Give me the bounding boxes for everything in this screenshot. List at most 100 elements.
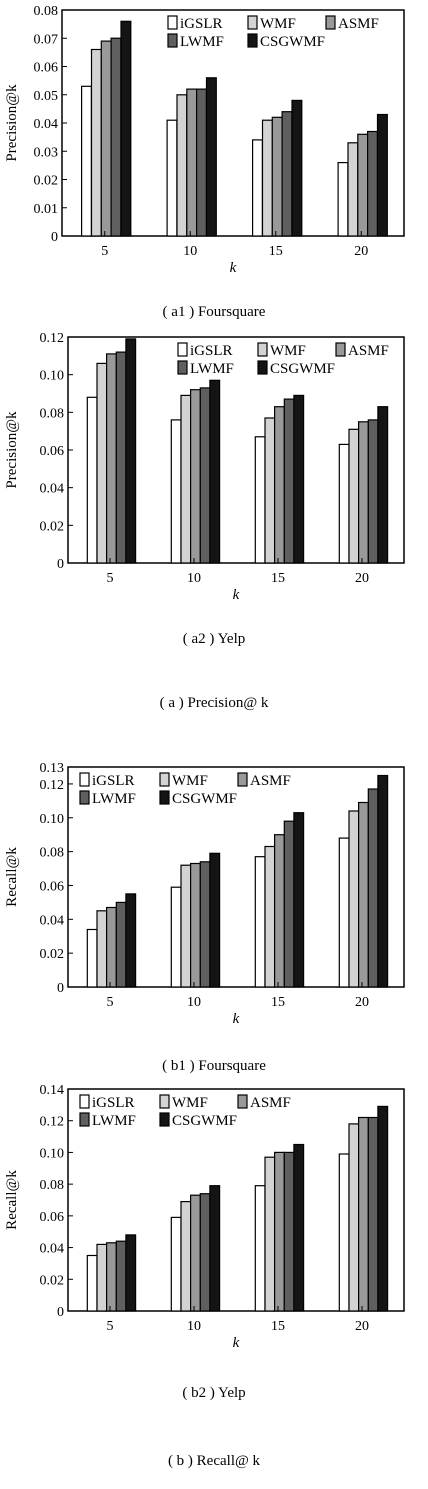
bar-igslr-k5	[86, 396, 98, 564]
y-tick-label: 0.02	[34, 174, 59, 189]
y-tick-label: 0.08	[40, 846, 65, 861]
legend-swatch-lwmf	[79, 1112, 90, 1127]
y-tick-label: 0.12	[40, 778, 65, 793]
bar-csgwmf-k15	[293, 1143, 305, 1312]
bar-wmf-k10	[180, 394, 192, 564]
legend-label-asmf: ASMF	[348, 343, 389, 359]
bar-wmf-k5	[96, 910, 108, 988]
bar-igslr-k10	[170, 886, 182, 988]
bar-lwmf-k15	[283, 1151, 295, 1312]
legend-label-lwmf: LWMF	[92, 1113, 136, 1129]
bar-csgwmf-k15	[293, 394, 305, 564]
bar-igslr-k10	[170, 419, 182, 564]
legend-label-asmf: ASMF	[338, 16, 379, 32]
x-tick-label: 10	[187, 571, 201, 586]
legend-label-igslr: iGSLR	[92, 773, 135, 789]
bar-igslr-k5	[86, 1254, 98, 1312]
legend-label-wmf: WMF	[172, 1095, 208, 1111]
y-tick-label: 0.13	[40, 761, 65, 776]
bar-asmf-k20	[358, 801, 369, 988]
y-tick-label: 0.08	[34, 4, 59, 19]
bar-asmf-k5	[105, 906, 117, 988]
bar-csgwmf-k15	[291, 99, 303, 237]
legend-swatch-wmf	[247, 15, 258, 30]
bar-asmf-k10	[190, 389, 201, 564]
bar-lwmf-k5	[110, 37, 122, 237]
y-tick-label: 0.12	[40, 331, 65, 346]
bar-csgwmf-k20	[376, 113, 388, 237]
legend-label-lwmf: LWMF	[180, 34, 224, 50]
legend-label-csgwmf: CSGWMF	[172, 791, 237, 807]
x-tick-label: 10	[183, 244, 197, 259]
bar-csgwmf-k10	[209, 852, 221, 988]
caption-group-b: ( b ) Recall@ k	[167, 1453, 261, 1469]
bar-lwmf-k15	[283, 398, 295, 564]
bar-asmf-k20	[357, 133, 369, 237]
legend-swatch-igslr	[79, 772, 90, 787]
y-tick-label: 0.06	[34, 61, 59, 76]
x-tick-label: 15	[271, 1319, 285, 1334]
y-tick-label: 0.06	[40, 444, 65, 459]
bar-lwmf-k20	[367, 1116, 379, 1312]
bar-wmf-k20	[348, 810, 360, 988]
bar-igslr-k5	[86, 928, 98, 988]
x-axis-label: k	[233, 587, 240, 603]
bar-asmf-k5	[105, 1242, 117, 1312]
bar-wmf-k15	[264, 845, 276, 988]
y-tick-label: 0.02	[40, 519, 65, 534]
bar-asmf-k5	[100, 40, 112, 237]
legend-label-csgwmf: CSGWMF	[270, 361, 335, 377]
legend-swatch-igslr	[79, 1094, 90, 1109]
bar-wmf-k20	[348, 1123, 360, 1312]
x-tick-label: 20	[355, 1319, 369, 1334]
bar-lwmf-k5	[115, 1240, 127, 1312]
bar-csgwmf-k10	[209, 379, 221, 564]
y-tick-label: 0.04	[40, 913, 65, 928]
bar-igslr-k20	[338, 837, 350, 988]
legend-swatch-asmf	[237, 772, 248, 787]
bar-lwmf-k20	[367, 788, 379, 988]
legend-swatch-wmf	[159, 1094, 170, 1109]
legend-swatch-wmf	[159, 772, 170, 787]
y-axis-label: Precision@k	[4, 411, 20, 489]
legend-label-lwmf: LWMF	[190, 361, 234, 377]
bar-wmf-k10	[180, 864, 192, 988]
legend: iGSLR WMF ASMF LWMF CSGWMF	[167, 15, 379, 50]
bar-asmf-k10	[190, 1194, 201, 1312]
bar-wmf-k10	[180, 1200, 192, 1312]
legend: iGSLR WMF ASMF LWMF CSGWMF	[79, 772, 291, 807]
legend-label-wmf: WMF	[172, 773, 208, 789]
bar-csgwmf-k5	[125, 338, 137, 564]
legend-label-asmf: ASMF	[250, 1095, 291, 1111]
y-tick-label: 0.05	[34, 89, 59, 104]
bar-lwmf-k10	[199, 1193, 211, 1312]
bar-lwmf-k20	[367, 130, 379, 237]
bar-asmf-k10	[186, 88, 198, 237]
legend: iGSLR WMF ASMF LWMF CSGWMF	[177, 342, 389, 377]
bar-csgwmf-k10	[209, 1185, 221, 1312]
x-axis-label: k	[233, 1011, 240, 1027]
legend-swatch-lwmf	[177, 360, 188, 375]
bar-igslr-k10	[170, 1216, 182, 1312]
bar-lwmf-k10	[196, 88, 208, 237]
x-axis-label: k	[233, 1335, 240, 1351]
y-tick-label: 0.10	[40, 1146, 65, 1161]
y-tick-label: 0.08	[40, 1178, 65, 1193]
y-tick-label: 0.10	[40, 369, 65, 384]
bar-asmf-k20	[358, 421, 369, 564]
caption-group-a: ( a ) Precision@ k	[159, 695, 269, 711]
y-tick-label: 0.08	[40, 406, 65, 421]
bar-wmf-k5	[96, 1243, 108, 1312]
plot-frame	[67, 766, 405, 988]
bar-lwmf-k5	[115, 901, 127, 988]
bar-wmf-k20	[347, 142, 359, 237]
legend-swatch-asmf	[325, 15, 336, 30]
legend-label-csgwmf: CSGWMF	[172, 1113, 237, 1129]
bar-csgwmf-k20	[377, 1105, 389, 1312]
y-tick-label: 0.10	[40, 812, 65, 827]
bar-igslr-k20	[337, 162, 349, 237]
legend-swatch-igslr	[177, 342, 188, 357]
legend-swatch-csgwmf	[159, 1112, 170, 1127]
bar-asmf-k15	[271, 116, 283, 237]
bar-csgwmf-k20	[377, 406, 389, 564]
